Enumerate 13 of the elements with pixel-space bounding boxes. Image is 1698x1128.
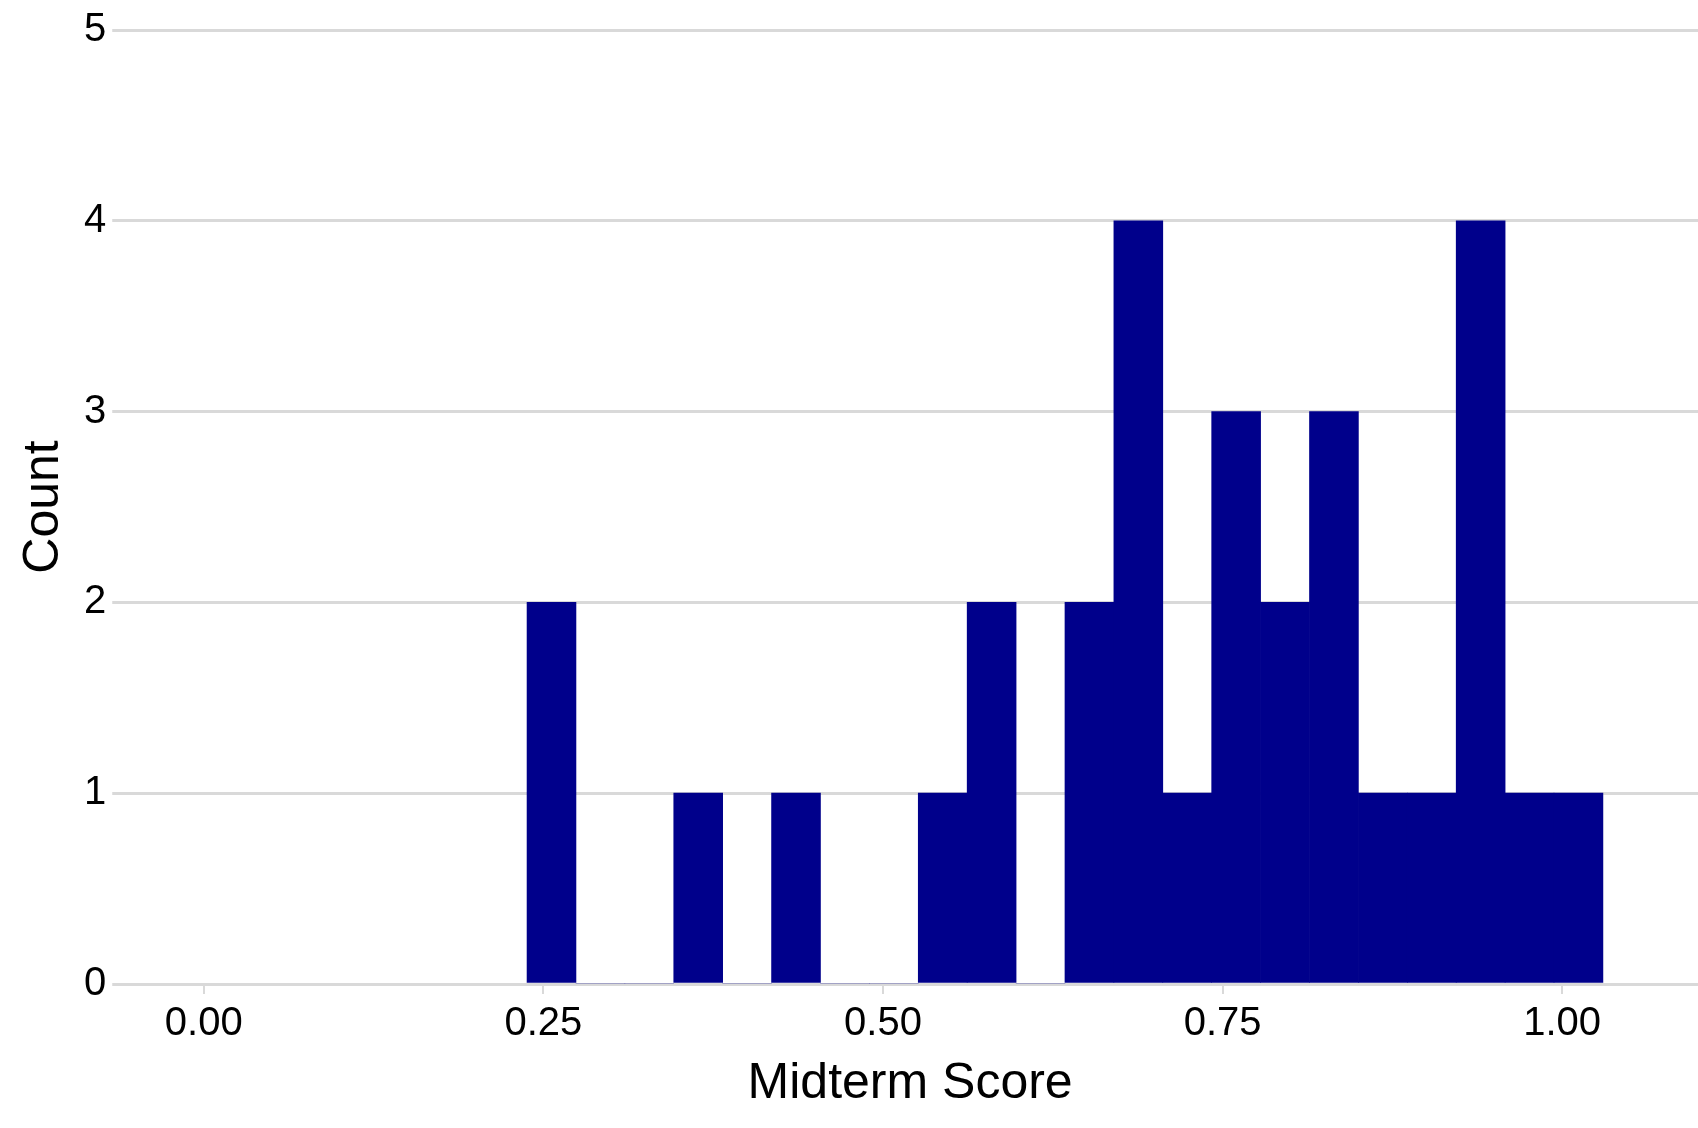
- y-tick-label: 0: [84, 959, 107, 1004]
- y-tick-label: 4: [84, 195, 107, 240]
- x-tick-label: 1.00: [1523, 999, 1602, 1044]
- y-tick-label: 5: [84, 5, 107, 50]
- x-axis-title: Midterm Score: [747, 1052, 1073, 1109]
- x-tick-label: 0.00: [164, 999, 243, 1044]
- x-tick-label: 0.50: [844, 999, 922, 1044]
- y-tick-label: 2: [84, 577, 107, 622]
- y-tick-label: 3: [84, 386, 107, 431]
- x-tick-label: 0.25: [504, 999, 583, 1044]
- y-tick-label: 1: [84, 768, 107, 813]
- x-tick-label: 0.75: [1183, 999, 1262, 1044]
- y-axis-title: Count: [12, 440, 69, 574]
